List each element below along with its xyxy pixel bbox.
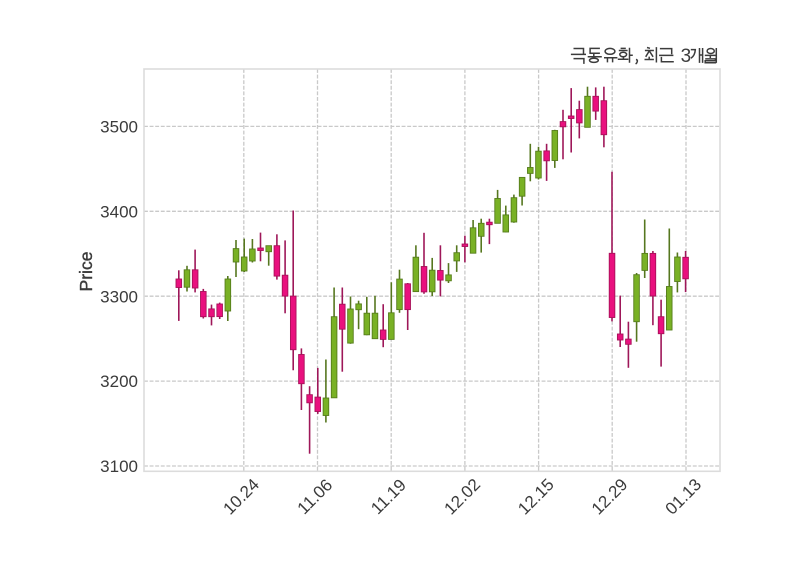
svg-text:Price: Price [76, 252, 96, 292]
svg-text:3300: 3300 [100, 287, 138, 306]
svg-text:3100: 3100 [100, 457, 138, 476]
svg-text:3400: 3400 [100, 202, 138, 221]
svg-text:3: 3 [681, 46, 692, 67]
svg-text:3500: 3500 [100, 118, 138, 137]
svg-text:3200: 3200 [100, 372, 138, 391]
